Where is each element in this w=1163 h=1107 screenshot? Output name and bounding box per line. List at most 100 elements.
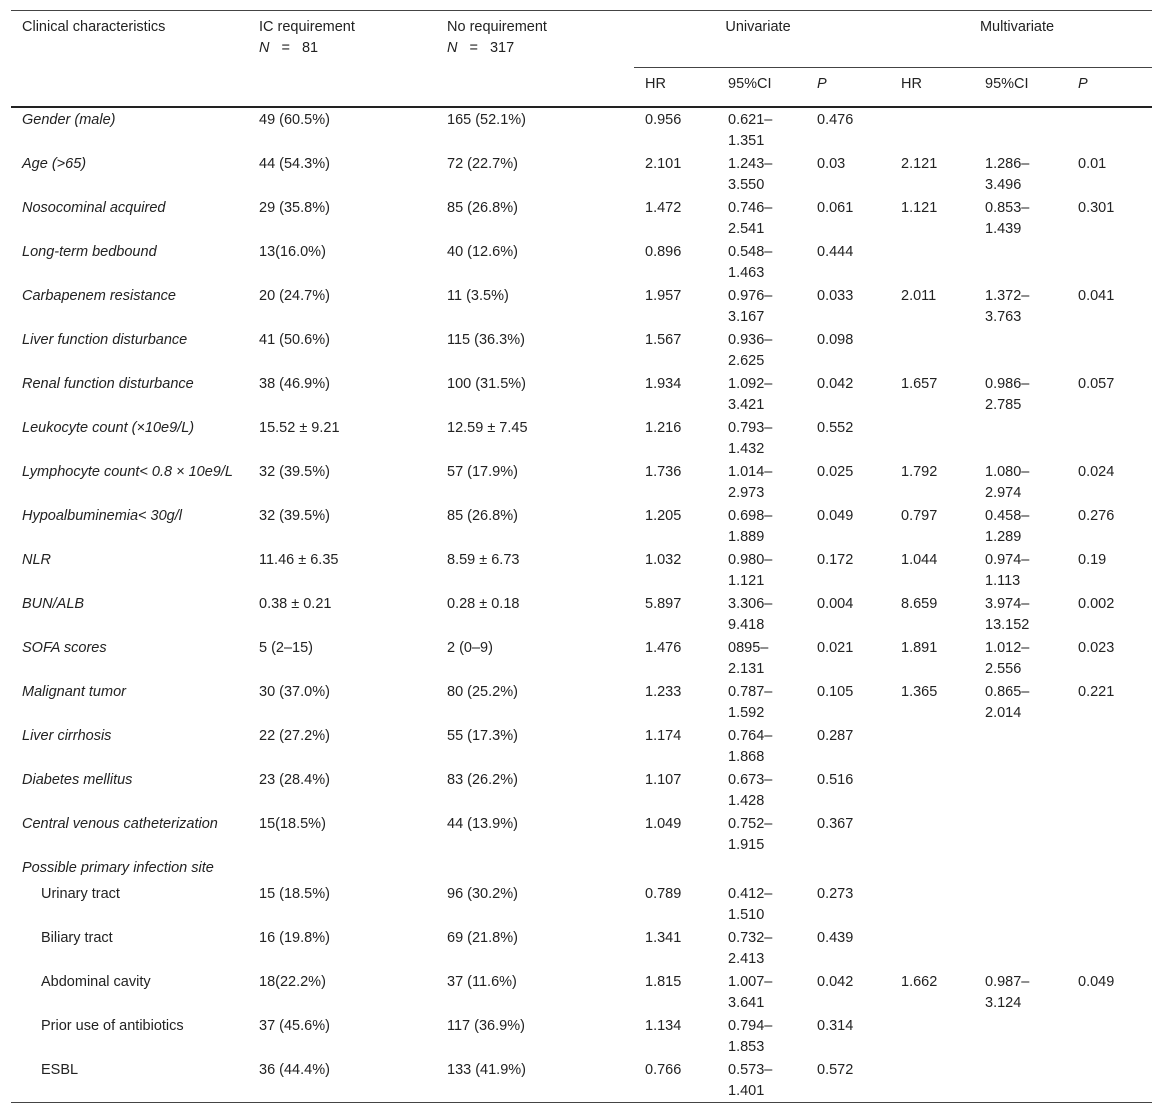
row-label: Renal function disturbance [22, 376, 194, 392]
cell: 115 (36.3%) [447, 332, 525, 348]
cell: 37 (11.6%) [447, 974, 517, 990]
table-row: Carbapenem resistance 20 (24.7%) 11 (3.5%)… [11, 284, 1152, 328]
cell [974, 812, 1067, 856]
cell: 0.787–1.592 [728, 684, 773, 721]
row-label: NLR [22, 552, 52, 568]
cell [1067, 1014, 1152, 1058]
cell [1067, 724, 1152, 768]
cell: 1.012–2.556 [985, 640, 1030, 677]
cell: 18(22.2%) [259, 974, 326, 990]
cell: 1.365 [901, 684, 938, 700]
header-cell: IC requirement N = 81 [248, 10, 436, 108]
cell: 0895–2.131 [728, 640, 769, 677]
cell: 1.736 [645, 464, 682, 480]
cell: 1.080–2.974 [985, 464, 1030, 501]
cell: 0.273 [817, 886, 854, 902]
header-text: 81 [301, 40, 319, 56]
cell: 69 (21.8%) [447, 930, 518, 946]
cell: 40 (12.6%) [447, 244, 518, 260]
table-row: Abdominal cavity 18(22.2%) 37 (11.6%) 1.815… [11, 970, 1152, 1014]
subheader-cell: 95%CI [974, 67, 1068, 108]
row-label: ESBL [41, 1062, 79, 1078]
cell: 0.732–2.413 [728, 930, 773, 967]
cell: 1.243–3.550 [728, 156, 773, 193]
table-row: Prior use of antibiotics 37 (45.6%) 117 (3… [11, 1014, 1152, 1058]
cell: 0.098 [817, 332, 854, 348]
cell: 0.061 [817, 200, 854, 216]
cell: 1.205 [645, 508, 682, 524]
cell: 100 (31.5%) [447, 376, 526, 392]
cell: 0.19 [1078, 552, 1107, 568]
row-label: Liver cirrhosis [22, 728, 112, 744]
cell [974, 240, 1067, 284]
subheader-cell: HR [890, 67, 975, 108]
cell: 0.301 [1078, 200, 1115, 216]
row-label: Long-term bedbound [22, 244, 157, 260]
row-label: Leukocyte count (×10e9/L) [22, 420, 195, 436]
cell: 0.752–1.915 [728, 816, 773, 853]
table-row: BUN/ALB 0.38 ± 0.21 0.28 ± 0.18 5.897 3.306–… [11, 592, 1152, 636]
cell: 0.552 [817, 420, 854, 436]
cell [890, 1058, 974, 1103]
table-row: Diabetes mellitus 23 (28.4%) 83 (26.2%) 1.1… [11, 768, 1152, 812]
cell: 0.793–1.432 [728, 420, 773, 457]
cell [1067, 416, 1152, 460]
cell: 1.815 [645, 974, 682, 990]
row-label: Age (>65) [22, 156, 87, 172]
row-label: Nosocominal acquired [22, 200, 166, 216]
subheader-cell: P [806, 67, 891, 108]
cell [1067, 240, 1152, 284]
cell: 165 (52.1%) [447, 112, 526, 128]
cell: 15(18.5%) [259, 816, 326, 832]
cell: 0.28 ± 0.18 [447, 596, 520, 612]
cell: 1.049 [645, 816, 682, 832]
table-row: SOFA scores 5 (2–15) 2 (0–9) 1.476 0895–2.13… [11, 636, 1152, 680]
cell: 1.934 [645, 376, 682, 392]
cell: 1.567 [645, 332, 682, 348]
cell: 57 (17.9%) [447, 464, 518, 480]
cell [890, 1014, 974, 1058]
cell: 0.548–1.463 [728, 244, 773, 281]
cell: 1.092–3.421 [728, 376, 773, 413]
cell: 1.007–3.641 [728, 974, 773, 1011]
table-row: Liver cirrhosis 22 (27.2%) 55 (17.3%) 1.174… [11, 724, 1152, 768]
cell: 1.957 [645, 288, 682, 304]
cell: 41 (50.6%) [259, 332, 330, 348]
cell [974, 416, 1067, 460]
cell: 29 (35.8%) [259, 200, 330, 216]
cell: 0.024 [1078, 464, 1115, 480]
cell: 96 (30.2%) [447, 886, 518, 902]
cell: 1.216 [645, 420, 682, 436]
cell: 83 (26.2%) [447, 772, 518, 788]
header-cell: Univariate [725, 19, 791, 35]
cell: 1.134 [645, 1018, 682, 1034]
cell [974, 926, 1067, 970]
cell: 30 (37.0%) [259, 684, 330, 700]
table-row: Liver function disturbance 41 (50.6%) 115 … [11, 328, 1152, 372]
header-cell: Multivariate [979, 19, 1055, 35]
cell: 0.444 [817, 244, 854, 260]
table-row: Long-term bedbound 13(16.0%) 40 (12.6%) 0.8… [11, 240, 1152, 284]
row-label: Lymphocyte count< 0.8 × 10e9/L [22, 464, 233, 480]
cell: 2.101 [645, 156, 682, 172]
cell: 0.794–1.853 [728, 1018, 773, 1055]
cell: 0.797 [901, 508, 938, 524]
cell: 1.032 [645, 552, 682, 568]
cell: 72 (22.7%) [447, 156, 518, 172]
cell: 0.314 [817, 1018, 854, 1034]
cell: 0.936–2.625 [728, 332, 773, 369]
cell: 0.276 [1078, 508, 1115, 524]
cell: 0.439 [817, 930, 854, 946]
cell: 36 (44.4%) [259, 1062, 330, 1078]
cell: 0.766 [645, 1062, 682, 1078]
cell: 15.52 ± 9.21 [259, 420, 340, 436]
table-row: Lymphocyte count< 0.8 × 10e9/L 32 (39.5%)… [11, 460, 1152, 504]
cell: 133 (41.9%) [447, 1062, 526, 1078]
cell [974, 768, 1067, 812]
cell: 117 (36.9%) [447, 1018, 525, 1034]
cell: 32 (39.5%) [259, 508, 330, 524]
cell [890, 107, 974, 152]
cell: 0.976–3.167 [728, 288, 773, 325]
cell: 1.107 [645, 772, 682, 788]
